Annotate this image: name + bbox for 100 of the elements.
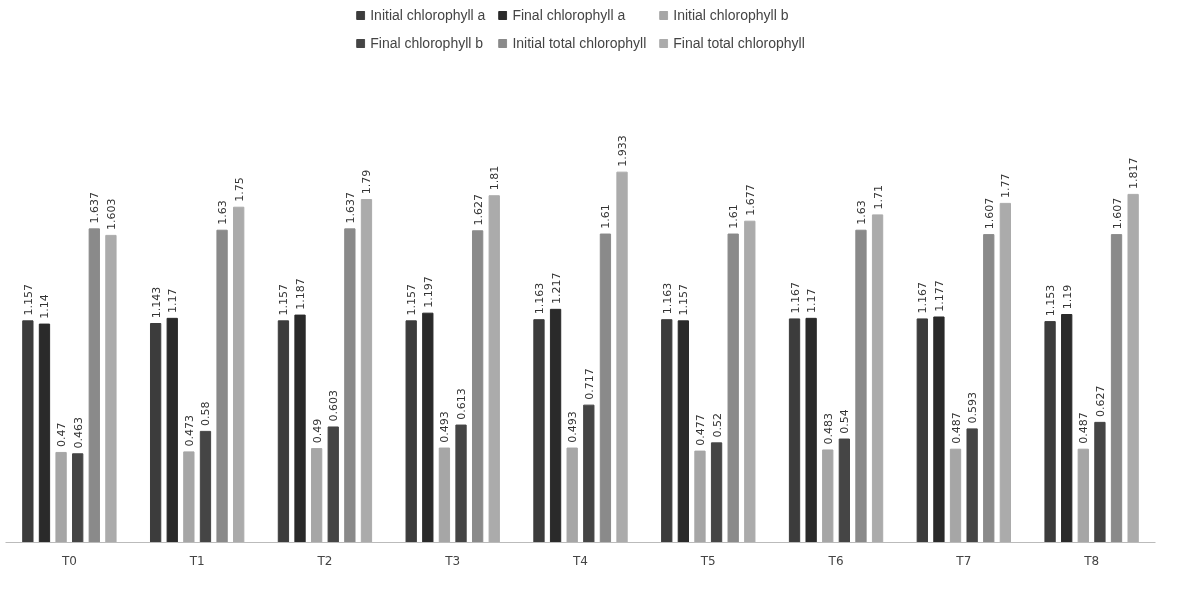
bar [422,312,434,543]
data-label: 1.157 [677,283,691,316]
data-label: 1.933 [616,135,630,167]
data-label: 1.61 [727,204,741,229]
bar [583,404,595,543]
data-label: 0.49 [310,418,324,444]
bar [549,308,562,543]
data-label: 1.75 [232,177,246,202]
data-label: 0.487 [949,412,963,444]
bar [1110,234,1123,543]
bar [933,316,945,543]
bar [999,202,1012,543]
data-label: 1.157 [405,283,419,316]
data-label: 1.17 [166,288,180,313]
data-label: 1.71 [871,185,885,210]
bar [599,233,612,543]
bar [566,447,578,543]
x-tick-label: T7 [955,553,972,568]
bar [471,230,484,543]
data-label: 1.61 [599,204,613,229]
data-label: 1.607 [1110,197,1124,230]
bar [822,449,834,543]
data-label: 1.81 [488,165,502,191]
bar [277,320,290,543]
data-label: 1.17 [805,288,819,313]
data-label: 1.143 [149,286,163,319]
data-label: 1.607 [982,197,996,230]
bar [166,317,178,543]
data-label: 1.637 [343,192,357,224]
x-tick-label: T5 [699,553,716,568]
legend-label: Final total chlorophyll [673,35,805,51]
bar [661,319,673,543]
bar [871,214,884,543]
data-label: 0.487 [1077,412,1091,444]
data-label: 1.197 [421,276,435,308]
x-tick-label: T8 [1083,553,1100,568]
bar [1094,421,1106,543]
bar [455,424,467,543]
bar [72,453,84,543]
bar [533,319,545,543]
data-label: 1.167 [916,282,930,314]
x-tick-label: T2 [316,553,333,568]
bar [694,450,706,543]
data-label: 1.63 [854,200,868,225]
data-label: 1.603 [104,198,118,231]
bar [788,318,801,543]
data-label: 1.163 [660,282,674,315]
data-label: 1.163 [532,282,546,315]
data-label: 0.627 [1093,385,1107,417]
bar [149,323,162,543]
data-label: 1.187 [294,278,308,310]
data-label: 1.627 [471,193,485,226]
data-label: 0.52 [710,413,724,438]
bar [344,228,356,543]
x-tick-label: T4 [572,553,588,568]
legend-label: Initial chlorophyll a [370,7,486,23]
data-label: 1.153 [1044,284,1058,317]
data-label: 0.613 [455,388,469,420]
x-tick-label: T0 [60,553,77,568]
data-label: 0.54 [838,409,852,434]
bar [88,228,100,543]
data-label: 1.177 [932,280,946,312]
bar [838,438,851,543]
legend-label: Final chlorophyll b [370,35,484,51]
data-label: 0.493 [566,411,580,443]
data-label: 1.157 [277,283,291,316]
legend-label: Initial chlorophyll b [673,7,789,23]
bar [1061,314,1073,543]
bar [983,234,995,543]
data-label: 1.14 [38,294,52,319]
data-label: 1.217 [549,272,563,304]
bar [949,448,962,543]
data-label: 1.167 [788,282,802,314]
bar [616,171,628,543]
data-label: 1.677 [743,184,757,216]
bar [916,318,928,543]
data-label: 1.79 [360,169,374,195]
bar [855,229,867,543]
bar [38,323,51,543]
bar [727,233,739,543]
bar [105,234,117,543]
data-label: 0.477 [693,414,707,446]
bar [216,229,228,543]
bar [744,220,756,543]
x-tick-label: T6 [827,553,844,568]
x-tick-label: T3 [444,553,461,568]
data-label: 0.47 [55,422,69,448]
data-label: 1.637 [88,192,102,224]
bar [327,426,339,543]
data-label: 0.593 [966,392,980,424]
bar [1127,193,1139,543]
bar [805,317,817,543]
data-label: 1.157 [21,283,35,316]
data-label: 0.463 [71,416,85,449]
data-label: 0.473 [182,415,196,447]
bar [360,199,373,543]
bar [966,428,978,543]
data-label: 1.19 [1060,284,1074,310]
data-label: 0.603 [327,390,341,422]
data-label: 1.817 [1127,157,1141,190]
